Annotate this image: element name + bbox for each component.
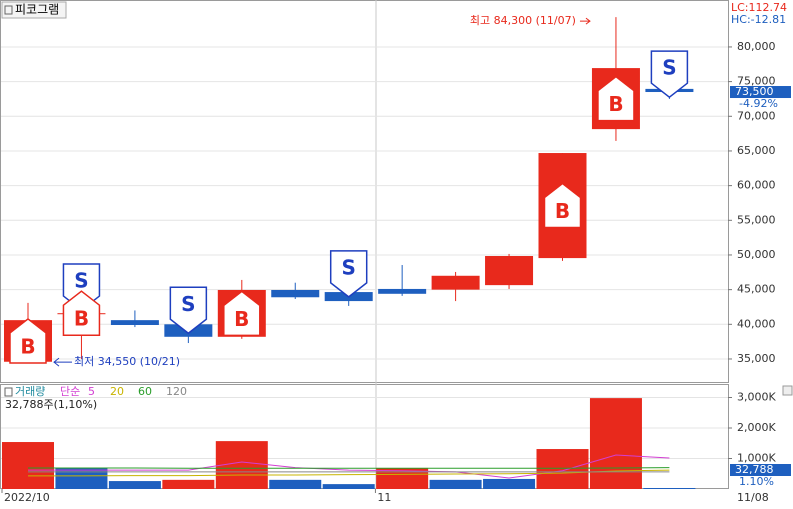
volume-bar [55, 467, 108, 489]
volume-bar [643, 488, 696, 489]
annotation-arrow [53, 357, 72, 367]
candle-body [431, 275, 480, 290]
last-price-box [730, 86, 791, 99]
cursor-date: 11/08 [737, 491, 769, 504]
signal-label: B [608, 92, 623, 116]
annotation: 최저 34,550 (10/21) [74, 355, 180, 368]
signal-label: S [662, 56, 676, 80]
y-tick-label: 45,000 [737, 283, 776, 296]
annotation-arrow [579, 17, 591, 25]
y-tick-label: 65,000 [737, 144, 776, 157]
signal-label: S [74, 269, 88, 293]
price-panel [0, 0, 729, 383]
volume-bar [483, 478, 536, 489]
candle-body [271, 289, 320, 298]
buy-signal [223, 290, 261, 337]
signal-label: S [341, 255, 355, 279]
lc-label: LC:112.74 [731, 1, 787, 14]
y-tick-label: 1,000K [737, 452, 776, 465]
last-change: -4.92% [739, 97, 778, 110]
buy-signal [543, 182, 582, 229]
y-tick-label: 60,000 [737, 179, 776, 192]
last-volume-box [730, 464, 791, 476]
legend-entry: 5 [88, 385, 95, 398]
title-icon [4, 5, 13, 15]
chart-title: 피코그램 [15, 3, 59, 17]
volume-bar [269, 479, 322, 489]
last-volume: 32,788 [735, 463, 774, 476]
x-tick-label: 11 [377, 491, 391, 504]
y-tick-label: 3,000K [737, 391, 776, 404]
signal-label: B [234, 307, 249, 331]
sell-signal [329, 250, 368, 298]
volume-bar [376, 467, 429, 489]
volume-bar [589, 398, 642, 489]
ma-type: 단순 [60, 385, 80, 398]
legend-entry: 60 [138, 385, 152, 398]
buy-signal [597, 75, 635, 122]
buy-signal [9, 317, 47, 364]
volume-bar [429, 479, 482, 489]
volume-bar [108, 481, 161, 489]
signal-label: B [74, 307, 89, 331]
signal-label: S [181, 292, 195, 316]
sell-signal [169, 286, 208, 335]
candle-body [378, 288, 427, 294]
ma-line [28, 469, 670, 477]
candle-body [110, 320, 159, 326]
y-tick-label: 80,000 [737, 40, 776, 53]
y-tick-label: 35,000 [737, 352, 776, 365]
sell-signal [650, 50, 689, 99]
volume-bar [536, 449, 589, 489]
y-tick-label: 75,000 [737, 75, 776, 88]
volume-bar [162, 479, 215, 489]
volume-bar [2, 442, 54, 489]
y-tick-label: 50,000 [737, 248, 776, 261]
y-tick-label: 70,000 [737, 109, 776, 122]
y-tick-label: 2,000K [737, 421, 776, 434]
volume-title: 거래량 [15, 385, 45, 398]
y-tick-label: 55,000 [737, 213, 776, 226]
signal-label: B [20, 334, 35, 358]
last-price: 73,500 [735, 85, 774, 98]
legend-entry: 120 [166, 385, 187, 398]
y-tick-label: 40,000 [737, 317, 776, 330]
candle-body [485, 256, 534, 286]
legend-entry: 20 [110, 385, 124, 398]
last-volume-change: 1.10% [739, 475, 774, 488]
signal-label: B [555, 199, 570, 223]
x-tick-label: 2022/10 [4, 491, 50, 504]
ma-line [28, 454, 670, 479]
ma-line [28, 467, 670, 469]
hc-label: HC:-12.81 [731, 13, 786, 26]
panel-button[interactable] [782, 385, 793, 396]
volume-bar [322, 484, 375, 489]
buy-signal [62, 290, 101, 336]
title-box[interactable] [1, 1, 67, 19]
legend-icon [4, 387, 13, 397]
annotation: 최고 84,300 (11/07) [470, 14, 576, 27]
volume-info: 32,788주(1,10%) [5, 398, 97, 411]
